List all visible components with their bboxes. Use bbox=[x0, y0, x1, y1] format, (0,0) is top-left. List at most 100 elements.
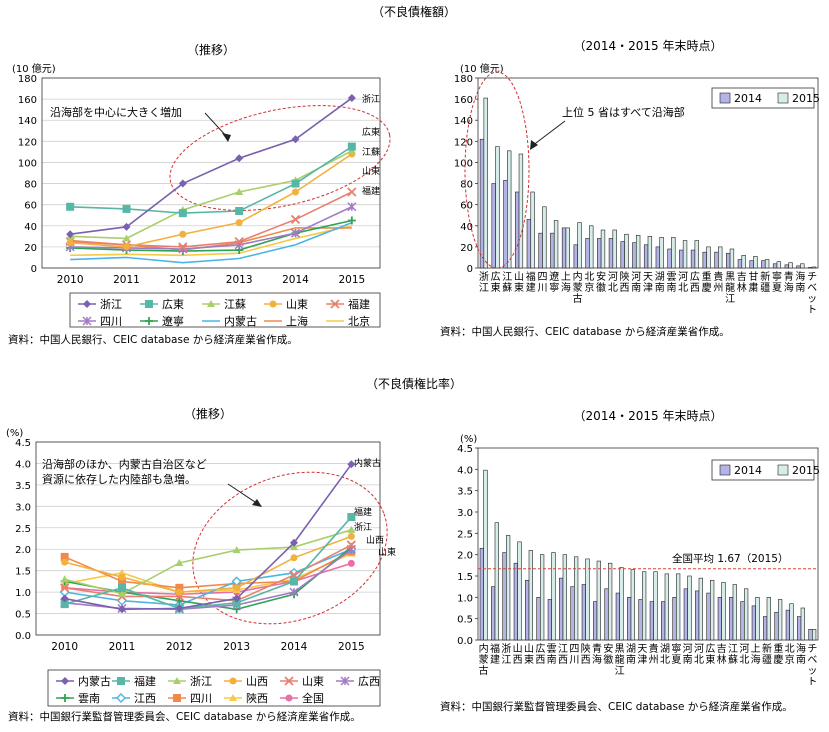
x-category-char: 上 bbox=[561, 271, 571, 283]
bar-2015 bbox=[776, 261, 782, 269]
x-category-char: 上 bbox=[751, 643, 761, 655]
legend-marker bbox=[145, 317, 153, 325]
x-category-char: 江 bbox=[502, 271, 512, 283]
x-category-label: 四川 bbox=[537, 272, 547, 294]
x-category-char: 陝 bbox=[581, 643, 591, 655]
end-label: 江蘇 bbox=[362, 146, 380, 158]
bar-2015 bbox=[565, 227, 570, 269]
data-point bbox=[232, 598, 241, 607]
bar-2015 bbox=[642, 571, 647, 641]
bar-2014 bbox=[593, 601, 598, 641]
y-tick-label: 120 bbox=[18, 137, 37, 148]
x-category-label: 安徽 bbox=[596, 270, 606, 294]
source-ratio-rank: 資料：中国銀行業監督管理委員会、CEIC database から経済産業省作成。 bbox=[440, 700, 793, 713]
x-category-label: 湖南 bbox=[626, 643, 636, 666]
x-category-char: 京 bbox=[584, 281, 594, 294]
x-category-char: 江 bbox=[558, 643, 568, 655]
data-point bbox=[290, 554, 298, 562]
bar-2015 bbox=[659, 237, 664, 269]
x-category-char: 蘇 bbox=[728, 653, 738, 666]
x-category-char: 貴 bbox=[713, 270, 723, 283]
legend-label: 雲南 bbox=[78, 692, 100, 705]
x-category-char: 疆 bbox=[760, 282, 770, 294]
bar-2014 bbox=[706, 592, 711, 641]
data-point bbox=[178, 242, 188, 252]
x-category-char: 慶 bbox=[702, 281, 712, 294]
legend-marker bbox=[117, 677, 125, 685]
bar-2014 bbox=[604, 588, 609, 641]
bar-2015 bbox=[753, 256, 758, 269]
bar-2015 bbox=[778, 599, 783, 641]
x-category-char: ベ bbox=[807, 654, 817, 666]
data-point bbox=[175, 558, 184, 566]
section-title-amount: （不良債権額） bbox=[372, 4, 456, 19]
x-category-char: チ bbox=[807, 643, 817, 655]
x-category-char: 遼 bbox=[549, 270, 559, 283]
x-category-char: 河 bbox=[608, 271, 618, 283]
x-category-char: 海 bbox=[795, 270, 805, 283]
x-category-char: 湖 bbox=[660, 643, 670, 655]
data-point bbox=[235, 219, 243, 227]
x-category-char: 黒 bbox=[725, 271, 735, 283]
bar-2014 bbox=[808, 629, 813, 641]
annotation-arrowhead bbox=[530, 140, 538, 150]
legend-swatch bbox=[719, 464, 731, 476]
bar-2015 bbox=[551, 552, 556, 641]
x-category-char: 広 bbox=[491, 270, 501, 283]
data-point bbox=[66, 202, 75, 211]
x-category-char: 建 bbox=[526, 281, 536, 294]
data-point bbox=[123, 243, 130, 251]
annotation-arrow bbox=[227, 483, 259, 505]
x-category-char: 古 bbox=[479, 664, 489, 677]
x-category-char: 蒙 bbox=[479, 653, 489, 666]
y-tick-label: 20 bbox=[460, 243, 473, 254]
x-category-char: 南 bbox=[655, 281, 665, 294]
series-line bbox=[64, 548, 352, 606]
x-category-label: 広西 bbox=[535, 642, 545, 666]
data-point bbox=[175, 596, 184, 605]
bar-2015 bbox=[812, 629, 817, 641]
x-category-char: 夏 bbox=[772, 282, 782, 294]
x-category-char: 州 bbox=[649, 654, 659, 666]
bar-2015 bbox=[585, 558, 590, 641]
legend-label: 2014 bbox=[734, 464, 762, 477]
x-category-char: 山 bbox=[513, 643, 523, 655]
x-tick-label: 2011 bbox=[109, 641, 136, 653]
y-tick-label: 1.0 bbox=[457, 593, 473, 604]
bar-2015 bbox=[619, 567, 624, 641]
x-category-char: ト bbox=[807, 305, 817, 316]
y-tick-label: 0.0 bbox=[457, 636, 473, 647]
legend-box bbox=[711, 87, 815, 109]
x-category-char: ッ bbox=[807, 666, 817, 677]
x-category-label: 広東 bbox=[705, 642, 715, 666]
legend-marker bbox=[207, 300, 215, 307]
legend-entry: 全国 bbox=[280, 691, 324, 705]
y-tick-label: 160 bbox=[18, 95, 37, 106]
x-category-char: ト bbox=[807, 677, 817, 688]
x-category-char: 川 bbox=[569, 655, 579, 666]
x-category-label: 山東 bbox=[524, 643, 534, 666]
legend-marker bbox=[269, 300, 277, 308]
legend-label: 内蒙古 bbox=[78, 674, 111, 688]
data-point bbox=[122, 234, 131, 242]
x-category-char: 雲 bbox=[666, 271, 676, 283]
end-label: 広東 bbox=[362, 126, 380, 138]
series-line bbox=[70, 153, 353, 248]
x-category-label: 雲南 bbox=[666, 271, 676, 294]
x-category-char: 河 bbox=[631, 271, 641, 283]
bar-2015 bbox=[694, 240, 699, 269]
x-category-label: 上海 bbox=[751, 643, 761, 666]
legend-marker bbox=[83, 300, 91, 308]
end-label: 浙江 bbox=[354, 521, 372, 533]
x-category-char: 四 bbox=[537, 272, 547, 283]
x-category-label: 四川 bbox=[569, 644, 579, 666]
x-category-label: 貴州 bbox=[713, 270, 723, 294]
x-category-label: 江西 bbox=[558, 643, 568, 666]
bar-2015 bbox=[698, 577, 703, 641]
legend-marker bbox=[330, 299, 340, 309]
x-category-char: 龍 bbox=[725, 281, 735, 294]
bar-2015 bbox=[483, 97, 488, 269]
y-tick-label: 100 bbox=[18, 158, 37, 169]
y-tick-label: 2.5 bbox=[457, 529, 473, 540]
data-point bbox=[290, 228, 301, 238]
